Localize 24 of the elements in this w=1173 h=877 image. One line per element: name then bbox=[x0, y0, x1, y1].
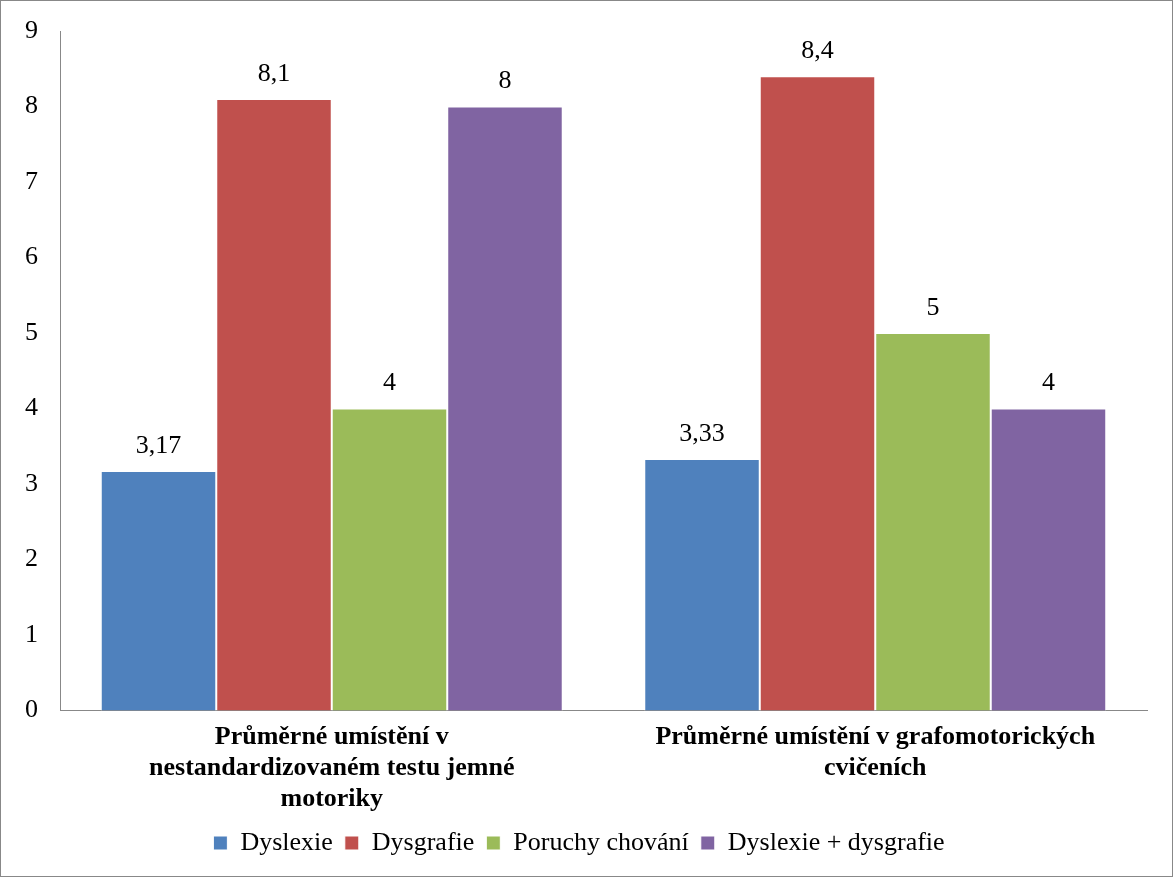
data-label: 3,33 bbox=[679, 417, 725, 447]
data-label: 3,17 bbox=[135, 429, 182, 459]
data-label: 8,4 bbox=[801, 35, 834, 65]
legend-label: Dyslexie bbox=[240, 826, 333, 856]
legend-label: Dysgrafie bbox=[371, 826, 475, 856]
data-label: 8,1 bbox=[257, 57, 291, 87]
y-tick-label: 7 bbox=[25, 165, 38, 195]
y-tick-label: 2 bbox=[25, 543, 38, 573]
y-tick-label: 4 bbox=[25, 392, 38, 422]
y-tick-label: 1 bbox=[25, 618, 38, 648]
y-tick-label: 6 bbox=[25, 241, 38, 271]
data-label: 5 bbox=[926, 291, 940, 321]
legend-label: Dyslexie + dysgrafie bbox=[727, 826, 945, 856]
x-tick-label: Průměrné umístění v grafomotorických cvičeních bbox=[655, 720, 1096, 781]
y-tick-label: 0 bbox=[25, 694, 38, 724]
y-tick-label: 9 bbox=[25, 14, 38, 44]
data-label: 8 bbox=[498, 65, 512, 95]
y-tick-label: 5 bbox=[25, 316, 38, 346]
data-label: 4 bbox=[1041, 367, 1055, 397]
y-tick-label: 3 bbox=[25, 467, 38, 497]
legend-label: Poruchy chování bbox=[513, 826, 689, 856]
x-tick-label: Průměrné umístění v nestandardizovaném testu jemné motoriky bbox=[149, 720, 515, 813]
y-tick-label: 8 bbox=[25, 90, 38, 120]
data-label: 4 bbox=[383, 367, 396, 397]
